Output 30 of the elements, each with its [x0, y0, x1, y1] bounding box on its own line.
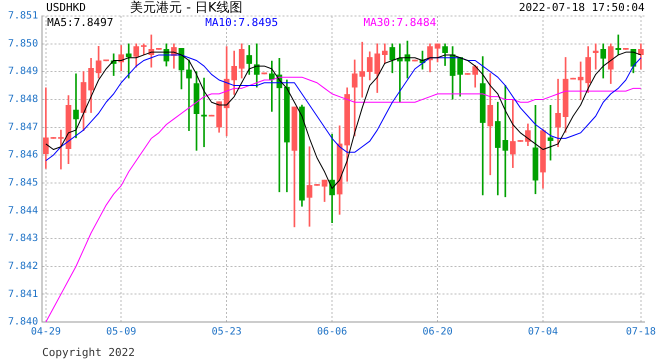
y-tick-label: 7.840 [8, 316, 38, 328]
y-tick-label: 7.849 [8, 66, 38, 78]
candlestick [201, 78, 207, 148]
text: Copyright 2022 [42, 346, 135, 359]
x-tick-label: 04-29 [30, 326, 61, 338]
chart-subtitle: USDHKD [46, 0, 86, 14]
text: 2022-07-18 17:50:04 [518, 0, 646, 14]
x-tick-label: 06-20 [422, 326, 453, 338]
text: MA10:7.8495 [205, 16, 278, 29]
y-tick-label: 7.845 [8, 178, 38, 189]
text: MA5:7.8497 [47, 16, 114, 29]
chart-title: 美元港元 - 日K线图 [130, 0, 243, 16]
y-tick-label: 7.850 [8, 38, 38, 50]
x-tick-label: 07-18 [626, 326, 656, 338]
x-tick-label: 05-09 [106, 326, 136, 338]
y-tick-label: 7.851 [8, 10, 38, 22]
y-tick-label: 7.842 [8, 260, 38, 272]
candlestick [548, 104, 554, 160]
y-tick-label: 7.843 [8, 233, 38, 244]
y-tick-label: 7.846 [8, 150, 38, 161]
candlestick [73, 74, 79, 138]
y-tick-label: 7.847 [8, 122, 38, 133]
y-tick-label: 7.848 [8, 94, 38, 106]
candlestick [58, 130, 64, 170]
y-tick-label: 7.841 [8, 288, 38, 300]
x-tick-label: 07-04 [528, 326, 558, 338]
y-tick-label: 7.844 [8, 205, 38, 216]
x-tick-label: 06-06 [317, 326, 348, 338]
text: MA30:7.8484 [363, 16, 437, 29]
x-tick-label: 05-23 [212, 326, 242, 338]
